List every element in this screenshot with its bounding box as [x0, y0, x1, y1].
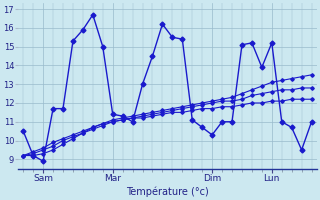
X-axis label: Température (°c): Température (°c) — [126, 186, 209, 197]
